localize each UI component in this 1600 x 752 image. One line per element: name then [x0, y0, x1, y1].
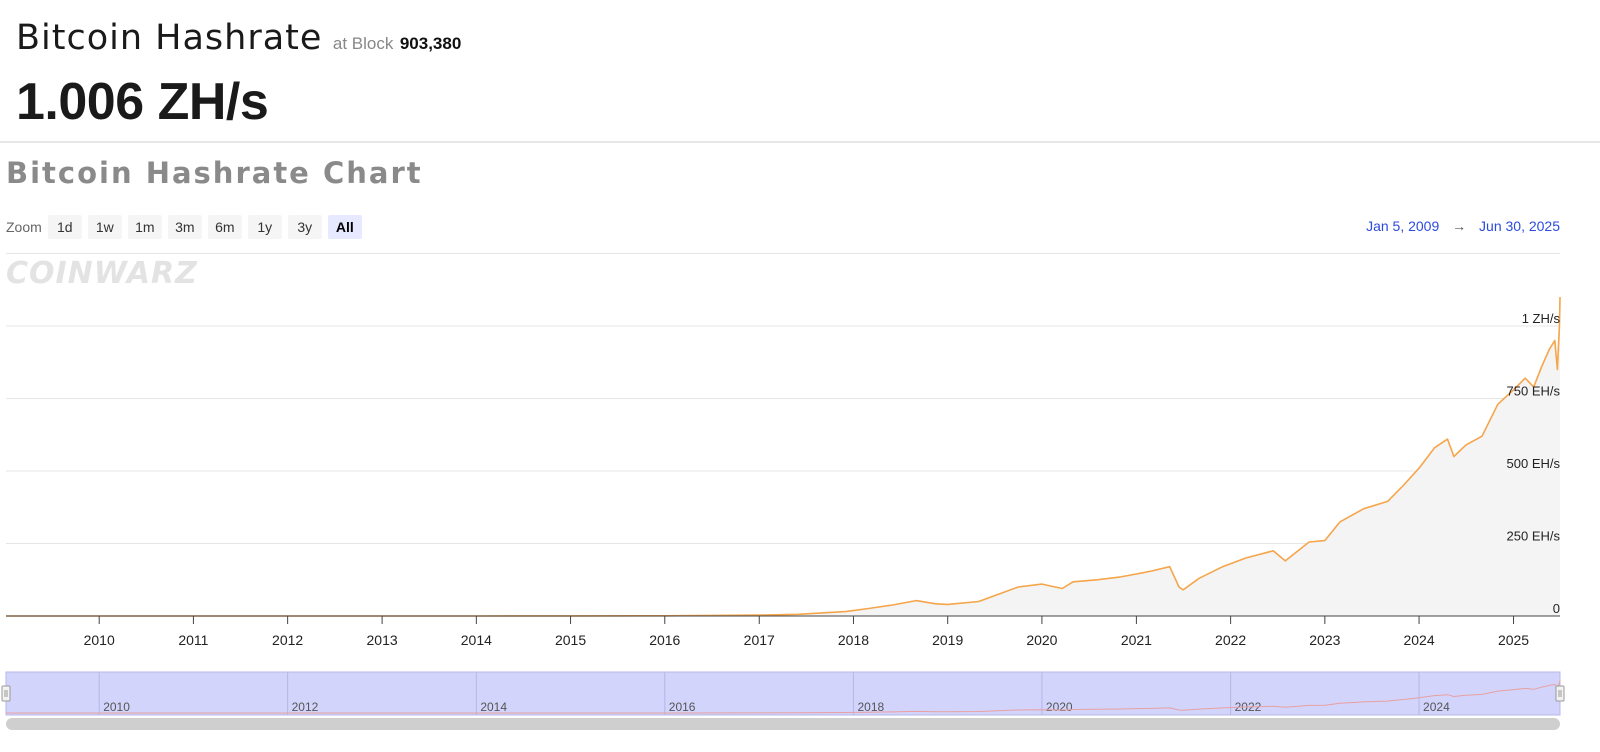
navigator-tick-label: 2020 — [1046, 700, 1073, 714]
zoom-6m-button[interactable]: 6m — [207, 215, 242, 239]
navigator-right-handle[interactable] — [1555, 685, 1565, 702]
x-tick-label: 2019 — [932, 632, 963, 648]
x-tick-label: 2017 — [744, 632, 775, 648]
y-tick-label: 1 ZH/s — [1522, 311, 1561, 326]
x-tick-label: 2013 — [367, 632, 398, 648]
navigator-tick-label: 2016 — [669, 700, 696, 714]
zoom-1m-button[interactable]: 1m — [127, 215, 162, 239]
x-tick-label: 2016 — [649, 632, 680, 648]
chart-divider — [6, 253, 1560, 254]
series-area — [6, 296, 1561, 617]
navigator-tick-label: 2018 — [857, 700, 884, 714]
at-block-label: at Block — [332, 34, 394, 53]
x-tick-label: 2010 — [84, 632, 115, 648]
zoom-3m-button[interactable]: 3m — [167, 215, 202, 239]
x-tick-label: 2020 — [1026, 632, 1057, 648]
zoom-controls: Zoom 1d 1w 1m 3m 6m 1y 3y All — [6, 215, 368, 239]
zoom-1d-button[interactable]: 1d — [47, 215, 82, 239]
zoom-1w-button[interactable]: 1w — [87, 215, 122, 239]
navigator-tick-label: 2014 — [480, 700, 507, 714]
x-tick-label: 2024 — [1403, 632, 1434, 648]
zoom-all-button[interactable]: All — [327, 215, 362, 239]
y-axis: 0 250 EH/s 500 EH/s 750 EH/s 1 ZH/s — [1507, 311, 1561, 616]
navigator-selected-range[interactable] — [5, 671, 1561, 716]
series-area-fill — [6, 297, 1560, 616]
range-to-date[interactable]: Jun 30, 2025 — [1479, 218, 1560, 234]
block-number: 903,380 — [399, 34, 462, 53]
y-tick-label: 500 EH/s — [1507, 456, 1561, 471]
page-header: Bitcoin Hashrate at Block 903,380 1.006 … — [0, 0, 1600, 143]
navigator[interactable]: 2010 2012 2014 2016 2018 2020 2022 2024 — [1, 671, 1565, 730]
x-tick-label: 2011 — [178, 632, 208, 648]
x-axis: 2010 2011 2012 2013 2014 2015 2016 2017 2018 2019… — [6, 615, 1560, 648]
date-range: Jan 5, 2009 → Jun 30, 2025 — [1366, 218, 1560, 234]
navigator-tick-label: 2024 — [1423, 700, 1450, 714]
x-tick-label: 2022 — [1215, 632, 1246, 648]
navigator-left-handle[interactable] — [1, 685, 11, 702]
x-tick-label: 2018 — [838, 632, 869, 648]
x-tick-label: 2012 — [272, 632, 303, 648]
y-tick-label: 250 EH/s — [1507, 529, 1561, 544]
series-line — [6, 296, 1561, 617]
y-tick-label: 750 EH/s — [1507, 384, 1561, 399]
zoom-3y-button[interactable]: 3y — [287, 215, 322, 239]
navigator-tick-label: 2012 — [292, 700, 319, 714]
x-tick-label: 2021 — [1121, 632, 1152, 648]
navigator-tick-label: 2010 — [103, 700, 130, 714]
range-from-date[interactable]: Jan 5, 2009 — [1366, 218, 1440, 234]
x-tick-label: 2025 — [1498, 632, 1529, 648]
range-arrow-icon: → — [1452, 218, 1467, 234]
navigator-scrollbar[interactable] — [6, 718, 1560, 730]
x-tick-label: 2023 — [1309, 632, 1340, 648]
zoom-label: Zoom — [6, 219, 42, 235]
x-tick-label: 2014 — [461, 632, 492, 648]
current-hashrate: 1.006 ZH/s — [16, 73, 269, 131]
coinwarz-watermark-logo: COINWARZ — [6, 256, 198, 291]
zoom-1y-button[interactable]: 1y — [247, 215, 282, 239]
page-title: Bitcoin Hashrate — [16, 18, 323, 58]
y-tick-label: 0 — [1553, 601, 1560, 616]
chart-title: Bitcoin Hashrate Chart — [6, 156, 423, 190]
navigator-series-line — [6, 679, 1561, 714]
x-tick-label: 2015 — [555, 632, 586, 648]
title-row: Bitcoin Hashrate at Block 903,380 — [16, 18, 461, 58]
